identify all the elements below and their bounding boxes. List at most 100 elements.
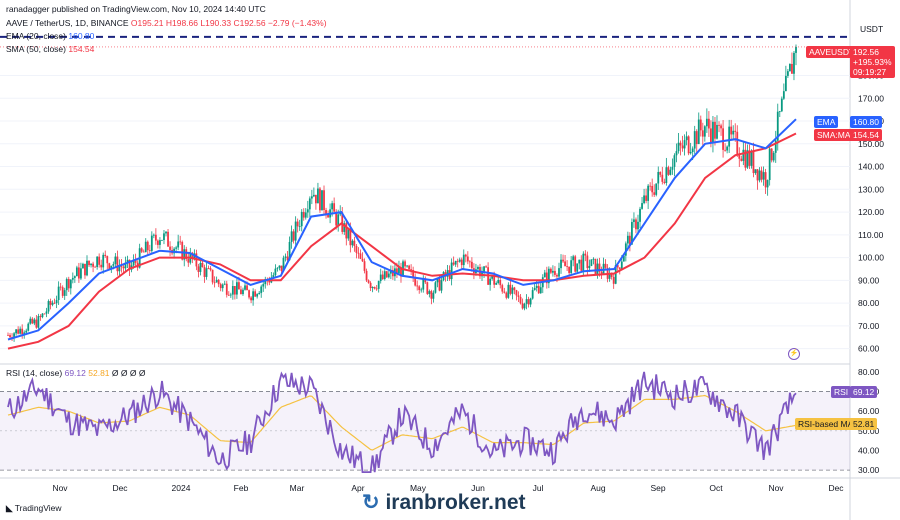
candle-body	[118, 265, 121, 272]
ema-legend-value: 160.80	[68, 31, 95, 41]
candle-body	[25, 330, 28, 333]
candle-body	[185, 249, 188, 260]
candle-body	[381, 274, 384, 280]
candle-body	[43, 313, 46, 315]
candle-body	[242, 289, 244, 295]
candle-body	[296, 221, 299, 227]
candle-body	[651, 185, 654, 193]
sma-axis-value: 154.54	[850, 129, 882, 141]
candle-body	[272, 275, 275, 278]
rsi-legend-extra: Ø Ø Ø Ø	[111, 368, 146, 378]
candle-body	[227, 294, 230, 296]
candle-body	[537, 285, 540, 294]
candle-body	[288, 241, 291, 261]
candle-body	[521, 303, 524, 309]
candle-body	[707, 118, 710, 129]
ohlc-readout: O195.21 H198.66 L190.33 C192.56 −2.79 (−…	[130, 18, 327, 28]
candle-body	[150, 235, 153, 251]
candle-body	[319, 188, 321, 211]
publisher-line: ranadagger published on TradingView.com,…	[6, 4, 266, 14]
candle-body	[432, 292, 435, 299]
candle-body	[306, 209, 309, 213]
candle-body	[343, 223, 346, 232]
candle-body	[199, 262, 202, 272]
rsi-legend[interactable]: RSI (14, close) 69.12 52.81 Ø Ø Ø Ø	[6, 368, 145, 378]
time-tick-label: Jun	[471, 483, 485, 493]
candle-body	[250, 297, 252, 301]
candle-body	[756, 169, 759, 181]
candle-body	[284, 256, 287, 258]
candle-body	[71, 277, 74, 280]
candle-body	[503, 291, 506, 293]
candle-body	[187, 259, 190, 263]
sma-legend-value: 154.54	[68, 44, 95, 54]
candle-body	[59, 286, 62, 288]
candle-body	[477, 266, 479, 270]
candle-body	[616, 265, 619, 268]
candle-body	[90, 263, 92, 266]
candle-body	[485, 266, 487, 268]
candle-body	[515, 290, 518, 296]
candle-body	[509, 284, 512, 294]
candle-body	[240, 289, 242, 295]
candle-body	[730, 126, 733, 135]
candle-body	[724, 149, 727, 151]
candle-body	[292, 231, 295, 241]
candle-body	[21, 328, 24, 335]
candle-body	[564, 261, 566, 267]
candle-body	[197, 266, 200, 272]
candle-body	[244, 285, 246, 290]
candle-body	[201, 262, 204, 268]
price-tick-label: 140.00	[858, 162, 884, 172]
candle-body	[37, 316, 40, 328]
candle-body	[359, 253, 362, 259]
rsi-tick-label: 40.00	[858, 445, 880, 455]
candle-body	[523, 303, 526, 309]
time-tick-label: Mar	[290, 483, 305, 493]
candle-body	[673, 155, 676, 167]
candle-body	[211, 269, 214, 283]
tradingview-brand[interactable]: ◣ TradingView	[6, 503, 62, 514]
candle-body	[782, 91, 785, 99]
price-tick-label: 60.00	[858, 344, 880, 354]
candle-body	[35, 319, 38, 328]
time-tick-label: Oct	[709, 483, 723, 493]
candle-body	[598, 263, 601, 272]
candle-body	[396, 268, 398, 274]
candle-body	[558, 268, 560, 277]
candle-body	[683, 140, 686, 149]
candle-body	[256, 294, 259, 297]
price-tick-label: 80.00	[858, 298, 880, 308]
candle-body	[531, 290, 534, 299]
sma-legend[interactable]: SMA (50, close) 154.54	[6, 44, 94, 54]
lightning-event-icon[interactable]: ⚡	[788, 348, 800, 360]
candle-body	[499, 280, 502, 286]
candle-body	[513, 287, 516, 291]
ema-legend[interactable]: EMA (20, close) 160.80	[6, 31, 94, 41]
candle-body	[738, 154, 741, 159]
candle-body	[493, 275, 496, 285]
candle-body	[209, 268, 212, 270]
candle-body	[410, 269, 413, 271]
candle-body	[661, 174, 664, 182]
candle-body	[722, 128, 724, 150]
time-tick-label: Aug	[590, 483, 605, 493]
candle-body	[217, 279, 220, 285]
candle-body	[588, 265, 591, 269]
candle-body	[365, 270, 368, 281]
candle-body	[203, 267, 206, 277]
candle-body	[179, 241, 182, 243]
candle-body	[456, 260, 459, 262]
candle-body	[570, 260, 573, 273]
candle-body	[363, 261, 366, 271]
candle-body	[207, 268, 210, 270]
candle-body	[697, 119, 700, 145]
price-axis-unit[interactable]: USDT	[860, 24, 884, 34]
candle-body	[223, 283, 226, 285]
rsi-ma-axis-value: 52.81	[850, 418, 878, 430]
price-tick-label: 100.00	[858, 253, 884, 263]
candle-body	[98, 256, 101, 265]
candle-body	[466, 256, 469, 262]
candle-body	[681, 145, 684, 149]
rsi-ma-tag-label: RSI-based MA	[798, 419, 854, 429]
